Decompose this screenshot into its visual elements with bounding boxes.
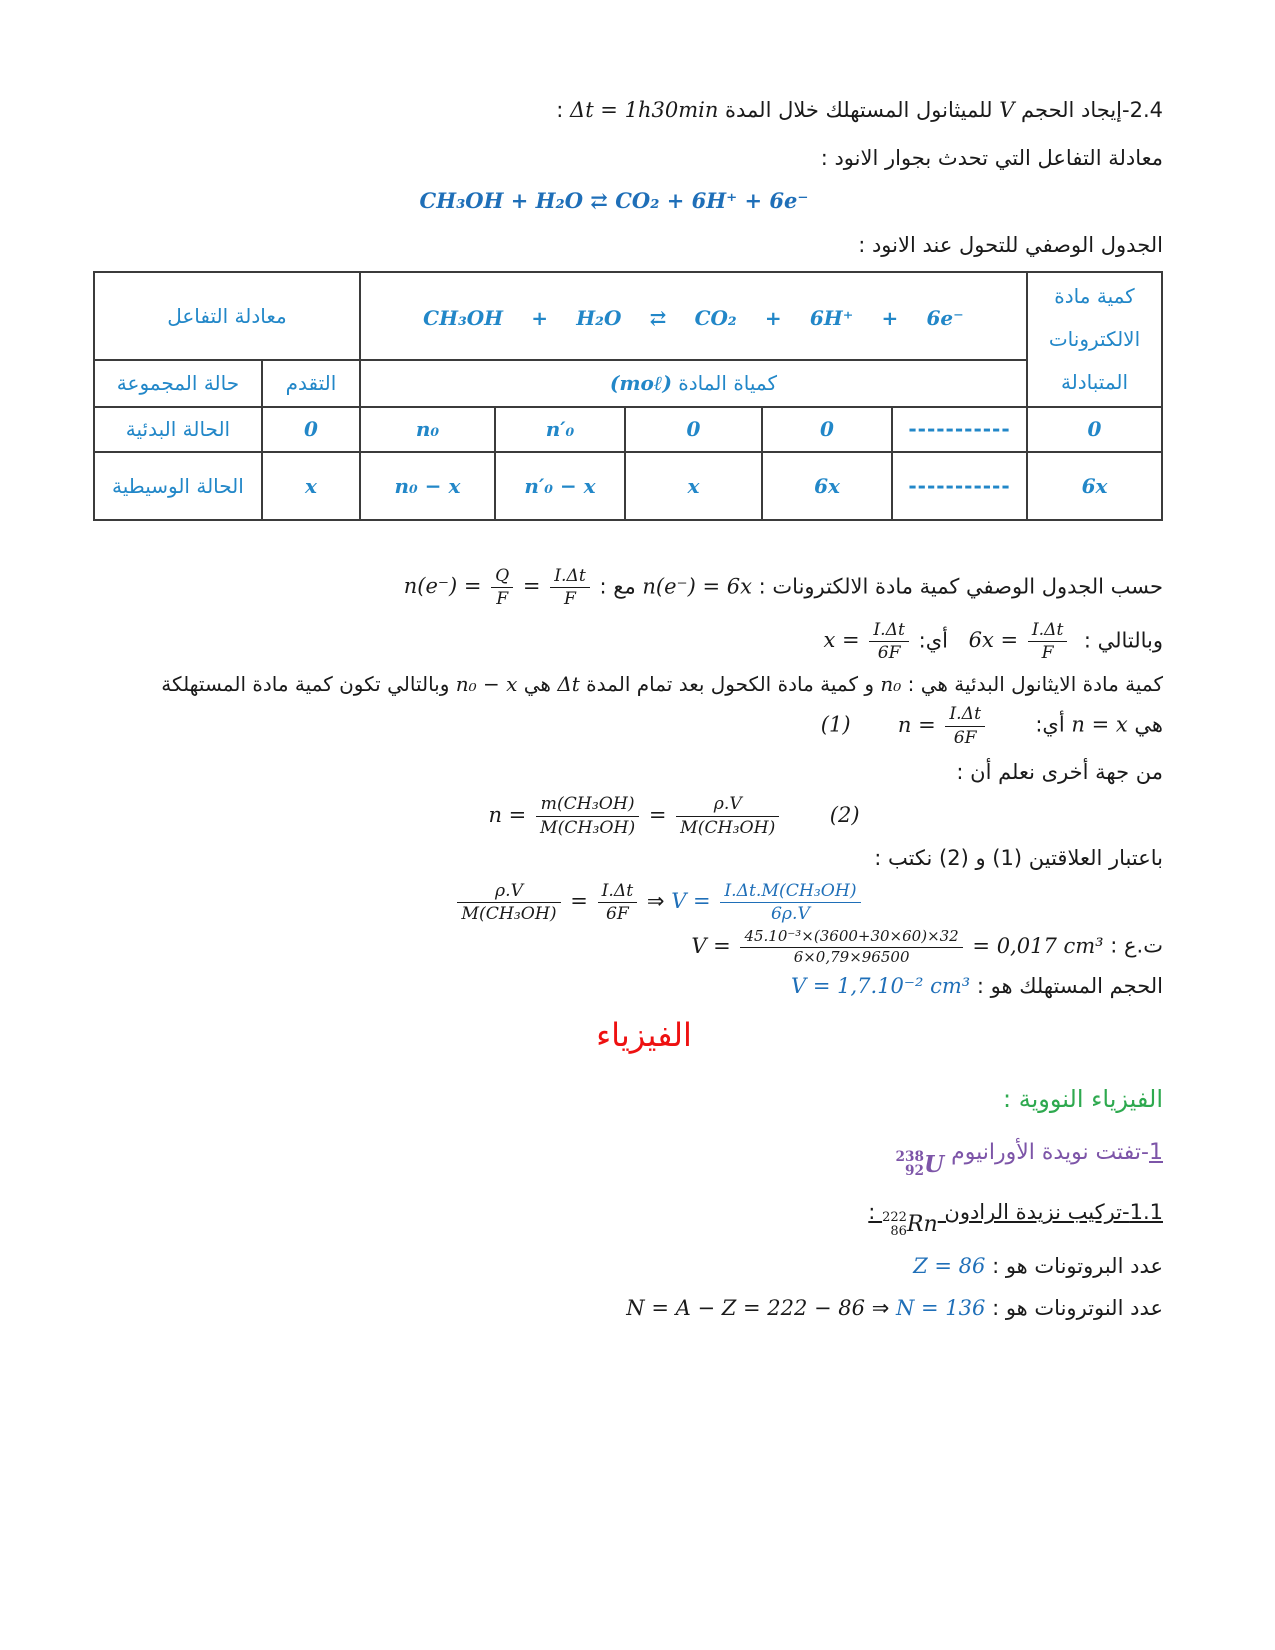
mol-unit: (moℓ) — [609, 370, 672, 395]
anode-reaction-label: معادلة التفاعل التي تحدث بجوار الانود : — [820, 146, 1163, 171]
cell-e-initial: ----------- — [891, 405, 1028, 453]
table-row-intermediate: 6x ----------- 6x x n′₀ − x n₀ − x x الح… — [92, 450, 1163, 521]
table-row-initial: 0 ----------- 0 0 n′₀ n₀ 0 الحالة البدئي… — [92, 405, 1163, 453]
protons-value: Z = 86 — [913, 1253, 986, 1278]
heading-2-4: 2.4-إيجاد الحجم V للميثانول المستهلك خلا… — [556, 98, 1163, 122]
progress-intermediate: x — [260, 450, 361, 521]
heading-1-number: 1 — [1149, 1140, 1163, 1165]
equation-3: ρ.V M(CH₃OH) = I.Δt 6F ⇒ V = I.Δt.M(CH₃OH)… — [65, 880, 1163, 926]
state-header-cell: حالة المجموعة — [92, 358, 263, 408]
electrons-initial: 0 — [1026, 405, 1163, 453]
numeric-volume: V = 45.10⁻³×(3600+30×60)×32 6×0,79×96500 … — [691, 927, 1104, 966]
x-formula: x = I.Δt 6F — [824, 620, 912, 663]
table-equation-cell: CH₃OH + H₂O ⇄ CO₂ + 6H⁺ + 6e⁻ — [358, 270, 1029, 361]
radon-nuclide: 222 86 Rn — [882, 1210, 938, 1239]
reaction-equation-header-cell: معادلة التفاعل — [92, 270, 361, 361]
physics-title: الفيزياء — [596, 1015, 692, 1054]
anode-equation: CH₃OH + H₂O ⇄ CO₂ + 6H⁺ + 6e⁻ — [419, 187, 809, 213]
state-intermediate: الحالة الوسيطية — [92, 450, 263, 521]
electrons-intermediate: 6x — [1026, 450, 1163, 521]
neutrons-value: N = 136 — [889, 1296, 986, 1321]
volume-symbol: V — [999, 98, 1015, 122]
therefore-line: وبالتالي : 6x = I.Δt F أي: x = I.Δt 6F — [823, 619, 1163, 663]
cell-h2o-initial: n′₀ — [494, 405, 626, 453]
consumed-volume-line: الحجم المستهلك هو : V = 1,7.10⁻² cm³ — [791, 974, 1163, 999]
tag-1: (1) — [820, 712, 851, 737]
table-label: الجدول الوصفي للتحول عند الانود : — [858, 233, 1163, 258]
volume-result: V = 1,7.10⁻² cm³ — [791, 974, 971, 999]
initial-amount-paragraph: كمية مادة الايثانول البدئية هي : n₀ و كم… — [161, 672, 1163, 697]
cell-hplus-intermediate: 6x — [761, 450, 893, 521]
considering-relations-line: باعتبار العلاقتين (1) و (2) نكتب : — [874, 846, 1163, 871]
other-hand-line: من جهة أخرى نعلم أن : — [956, 760, 1163, 784]
n-e-6x: n(e⁻) = 6x — [642, 574, 752, 599]
nuclear-physics-heading: الفيزياء النووية : — [1003, 1085, 1163, 1114]
protons-line: عدد البروتونات هو : Z = 86 — [913, 1253, 1163, 1278]
n-formula: n = I.Δt 6F — [898, 704, 988, 748]
cell-e-intermediate: ----------- — [891, 450, 1028, 521]
electrons-amount-line: حسب الجدول الوصفي كمية مادة الالكترونات … — [403, 565, 1163, 610]
numeric-application-line: ت.ع : V = 45.10⁻³×(3600+30×60)×32 6×0,79×… — [691, 927, 1163, 966]
neutrons-line: عدد النوترونات هو : N = A − Z = 222 − 86… — [626, 1296, 1163, 1321]
cell-co2-intermediate: x — [624, 450, 763, 521]
cell-ch3oh-initial: n₀ — [358, 405, 497, 453]
heading-1-1-radon: 1.1-تركيب نزيدة الرادون 222 86 Rn : — [868, 1200, 1163, 1239]
electrons-header-cell: كمية مادة الالكترونات المتبادلة — [1026, 270, 1163, 408]
cell-co2-initial: 0 — [624, 405, 763, 453]
state-initial: الحالة البدئية — [92, 405, 263, 453]
heading-1-uranium: 1-تفتت نويدة الأورانيوم 238 92 U — [895, 1140, 1163, 1180]
relation-1-line: هي n = x أي: (1) n = I.Δt 6F — [820, 704, 1163, 748]
cell-ch3oh-intermediate: n₀ − x — [358, 450, 497, 521]
cell-hplus-initial: 0 — [761, 405, 893, 453]
equilibrium-arrow: ⇄ — [649, 305, 667, 330]
volume-formula: V = I.Δt.M(CH₃OH) 6ρ.V — [671, 881, 863, 924]
amount-header-cell: كمياة المادة (moℓ) — [358, 358, 1029, 408]
heading-2-4-text: 2.4-إيجاد الحجم — [1014, 98, 1163, 122]
descriptive-table: كمية مادة الالكترونات المتبادلة CH₃OH + … — [92, 270, 1163, 521]
equation-2: n = m(CH₃OH) M(CH₃OH) = ρ.V M(CH₃OH) (2) — [488, 794, 860, 838]
cell-h2o-intermediate: n′₀ − x — [494, 450, 626, 521]
implies-arrow: ⇒ — [646, 889, 665, 913]
neutrons-math: N = A − Z = 222 − 86 ⇒ N = 136 — [626, 1296, 986, 1321]
6x-formula: 6x = I.Δt F — [969, 620, 1077, 663]
uranium-nuclide: 238 92 U — [895, 1149, 945, 1180]
tag-2: (2) — [829, 802, 860, 827]
progress-initial: 0 — [260, 405, 361, 453]
implies-arrow-2: ⇒ — [871, 1296, 890, 1321]
duration-math: Δt = 1h30min — [570, 98, 719, 122]
progress-header-cell: التقدم — [260, 358, 361, 408]
